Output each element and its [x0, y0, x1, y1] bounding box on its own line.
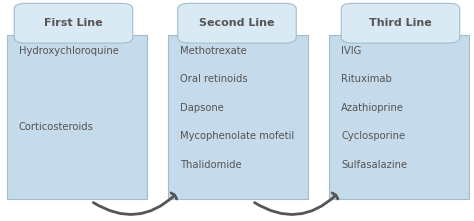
FancyBboxPatch shape: [341, 3, 460, 43]
Text: Cyclosporine: Cyclosporine: [341, 131, 405, 141]
Text: Rituximab: Rituximab: [341, 74, 392, 84]
FancyBboxPatch shape: [7, 35, 147, 199]
Text: Sulfasalazine: Sulfasalazine: [341, 160, 408, 170]
Text: Second Line: Second Line: [199, 18, 275, 28]
Text: Dapsone: Dapsone: [180, 103, 224, 113]
Text: Third Line: Third Line: [369, 18, 432, 28]
Text: Thalidomide: Thalidomide: [180, 160, 242, 170]
FancyBboxPatch shape: [168, 35, 308, 199]
Text: Azathioprine: Azathioprine: [341, 103, 404, 113]
Text: Mycophenolate mofetil: Mycophenolate mofetil: [180, 131, 294, 141]
Text: Oral retinoids: Oral retinoids: [180, 74, 248, 84]
FancyBboxPatch shape: [329, 35, 469, 199]
FancyBboxPatch shape: [14, 3, 133, 43]
Text: Corticosteroids: Corticosteroids: [19, 122, 94, 132]
Text: IVIG: IVIG: [341, 46, 362, 56]
Text: Hydroxychloroquine: Hydroxychloroquine: [19, 46, 119, 56]
Text: Methotrexate: Methotrexate: [180, 46, 247, 56]
FancyBboxPatch shape: [178, 3, 296, 43]
Text: First Line: First Line: [44, 18, 103, 28]
